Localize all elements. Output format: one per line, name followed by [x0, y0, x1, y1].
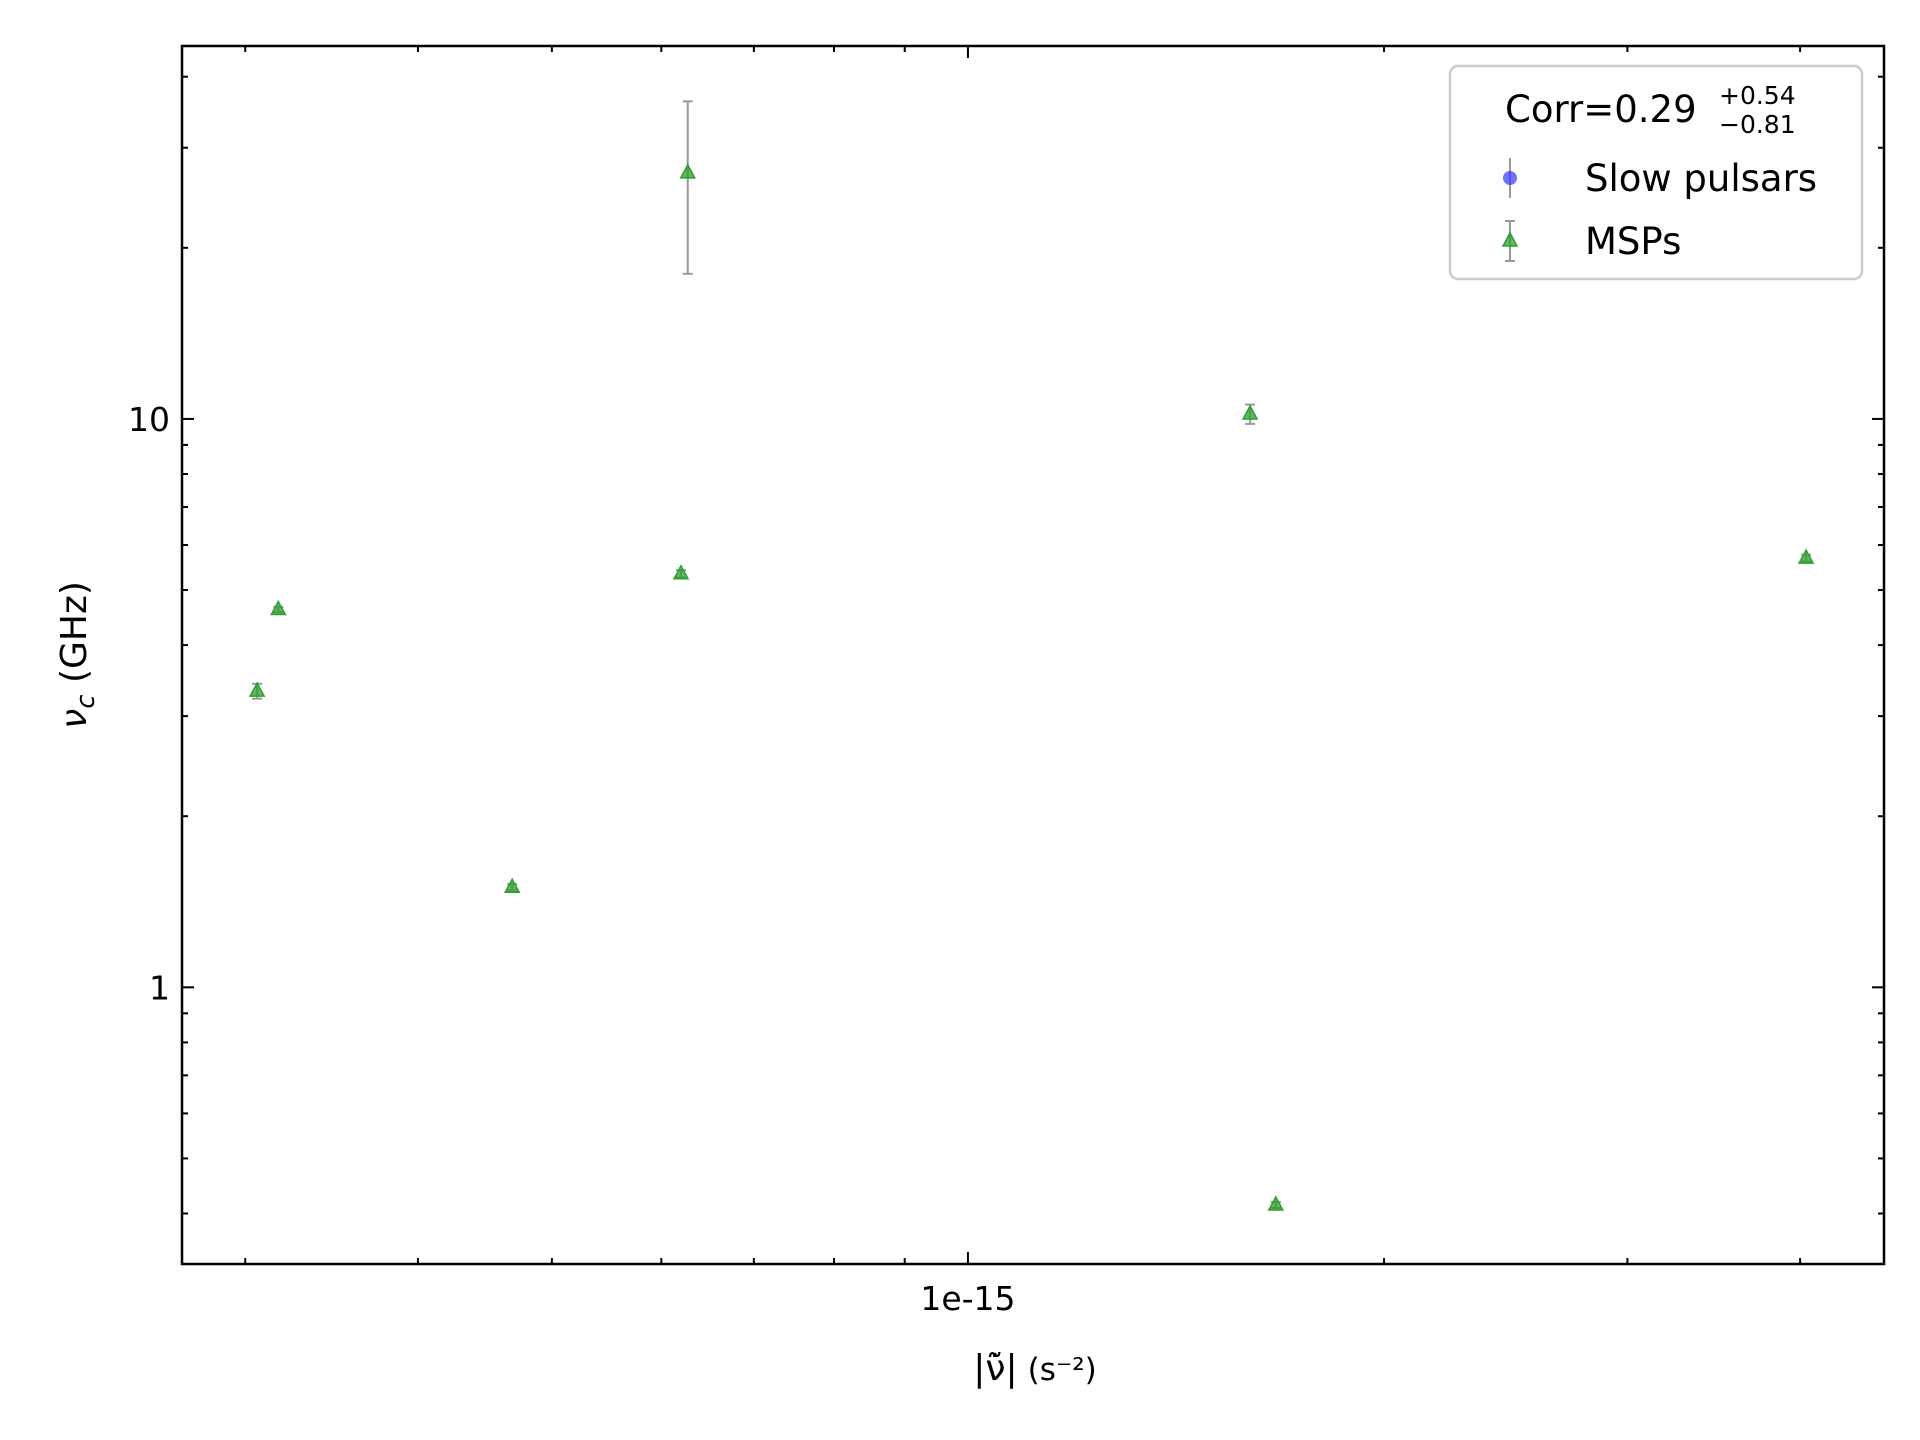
y-axis-symbol: ν: [54, 709, 95, 729]
marker: [248, 681, 266, 697]
legend: Corr=0.29 +0.54 −0.81 Slow pulsars MSPs: [1448, 64, 1864, 281]
marker: [1241, 404, 1259, 420]
x-tick-label: 1e-15: [920, 1279, 1015, 1318]
error-bar: [682, 100, 693, 275]
legend-label: MSPs: [1585, 220, 1681, 263]
legend-title-upper: +0.54: [1719, 81, 1796, 110]
marker: [1503, 171, 1517, 185]
legend-title-lower: −0.81: [1719, 110, 1796, 139]
marker: [503, 877, 521, 893]
y-axis-subscript: c: [71, 695, 101, 709]
marker: [672, 564, 690, 580]
y-tick-label: 10: [128, 400, 170, 439]
legend-label: Slow pulsars: [1585, 157, 1817, 200]
plot-frame: [180, 44, 1886, 1266]
y-axis-label: νc (GHz): [54, 581, 101, 729]
legend-title: Corr=0.29: [1505, 88, 1697, 131]
x-axis-unit: (s⁻²): [1028, 1352, 1097, 1388]
y-axis-unit: (GHz): [54, 581, 95, 694]
marker: [679, 163, 696, 179]
x-axis-label: |ν̃̇| (s⁻²): [973, 1348, 1097, 1389]
marker: [270, 599, 287, 616]
legend-frame: [1448, 64, 1864, 281]
x-axis-symbol: |ν̃̇|: [973, 1348, 1017, 1389]
marker: [1797, 548, 1815, 564]
marker: [1267, 1195, 1285, 1211]
marker: [1501, 231, 1519, 247]
y-tick-label: 1: [149, 968, 170, 1007]
